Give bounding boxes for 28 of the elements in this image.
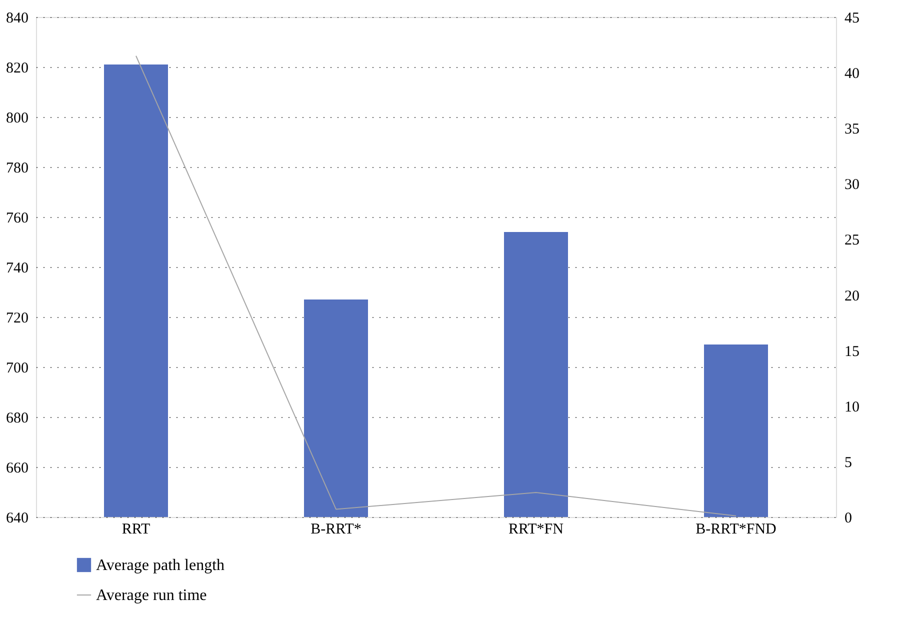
y2-tick-label: 10 [844,399,860,416]
legend-label: Average run time [96,587,207,604]
y2-tick-label: 5 [844,454,852,471]
y-tick-label: 720 [6,310,28,326]
line-series [136,55,736,516]
y2-tick-label: 15 [844,344,860,360]
y-tick-label: 660 [6,460,28,476]
y-tick-label: 640 [6,510,28,526]
y-tick-label: 700 [6,360,28,376]
y-tick-label: 820 [6,60,28,76]
y2-tick-label: 40 [844,66,860,82]
y-tick-label: 740 [6,260,28,276]
y-tick-label: 840 [6,10,28,26]
y2-tick-label: 25 [844,232,860,249]
x-tick-label: RRT*FN [508,522,564,538]
y-tick-label: 680 [6,410,28,426]
legend-label: Average path length [96,557,225,574]
y-tick-label: 760 [6,210,28,226]
y-tick-label: 800 [6,110,28,126]
y2-tick-label: 45 [844,10,860,26]
y2-tick-label: 0 [844,510,852,526]
y2-tick-label: 20 [844,288,860,304]
x-tick-label: RRT [122,522,150,538]
x-tick-label: B-RRT* [310,522,362,538]
y2-tick-label: 35 [844,122,860,138]
y2-tick-label: 30 [844,177,860,194]
y-tick-label: 780 [6,160,28,176]
x-tick-label: B-RRT*FND [696,522,777,538]
